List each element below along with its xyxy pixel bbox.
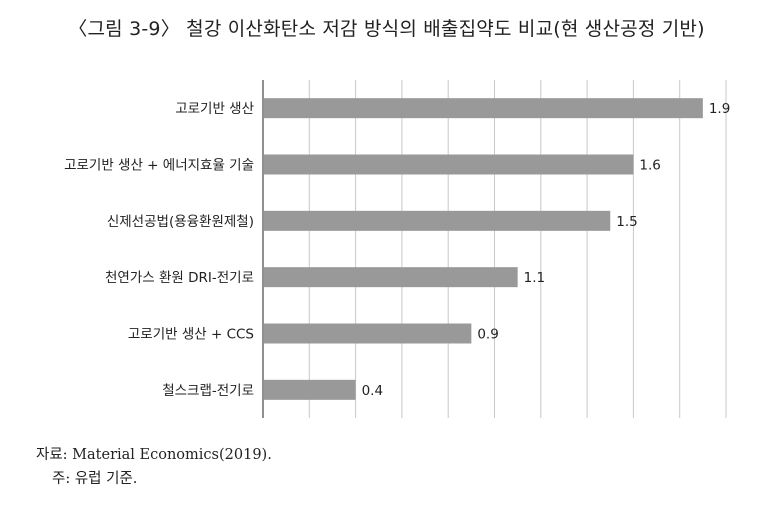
value-label: 1.6 — [639, 158, 660, 174]
bar — [264, 98, 703, 119]
bar — [264, 154, 634, 175]
bar — [264, 210, 611, 231]
value-label: 0.9 — [477, 327, 498, 343]
category-label: 고로기반 생산 + 에너지효율 기술 — [64, 158, 254, 174]
bars — [264, 98, 703, 400]
value-label: 1.1 — [524, 270, 545, 286]
value-label: 0.4 — [362, 383, 383, 399]
footnote: 주: 유럽 기준. — [52, 471, 138, 487]
category-label: 신제선공법(용융환원제철) — [107, 214, 254, 230]
category-label: 고로기반 생산 + CCS — [128, 327, 254, 343]
source-note: 자료: Material Economics(2019). — [36, 447, 272, 463]
value-label: 1.9 — [709, 101, 730, 117]
category-label: 고로기반 생산 — [175, 101, 254, 117]
chart-title: 〈그림 3-9〉 철강 이산화탄소 저감 방식의 배출집약도 비교(현 생산공정… — [68, 18, 705, 40]
bar — [264, 323, 472, 344]
value-label: 1.5 — [616, 214, 637, 230]
gridlines — [308, 80, 727, 418]
category-label: 철스크랩-전기로 — [162, 383, 254, 399]
category-label: 천연가스 환원 DRI-전기로 — [105, 270, 254, 286]
value-labels: 1.9 1.6 1.5 1.1 0.9 0.4 — [362, 101, 731, 399]
bar — [264, 379, 356, 400]
bar — [264, 267, 518, 288]
